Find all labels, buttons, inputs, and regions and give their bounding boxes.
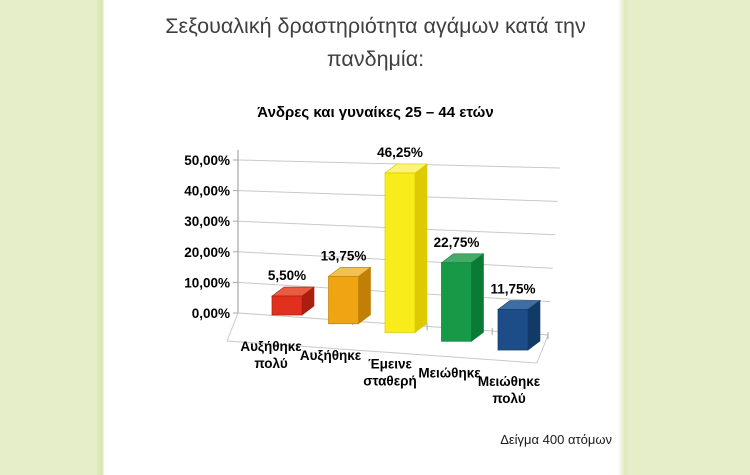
value-label: 13,75%: [321, 248, 367, 263]
value-label: 11,75%: [490, 281, 535, 296]
y-tick-label: 40,00%: [184, 184, 230, 199]
y-tick-label: 0,00%: [192, 306, 230, 321]
value-label: 46,25%: [377, 145, 423, 160]
bar-yellow: [384, 172, 416, 333]
page-title-line2: πανδημία:: [326, 47, 425, 71]
bar-blue: [497, 309, 529, 351]
y-tick-label: 30,00%: [184, 214, 230, 229]
category-label: Έμεινε: [368, 357, 412, 372]
bar-side-orange: [358, 266, 371, 325]
category-label: Μειώθηκε: [478, 374, 541, 389]
chart-subtitle: Άνδρες και γυναίκες 25 – 44 ετών: [257, 104, 494, 121]
category-label: πολύ: [492, 391, 526, 406]
value-label: 5,50%: [268, 268, 306, 283]
category-label: σταθερή: [363, 374, 417, 389]
value-label: 22,75%: [434, 235, 480, 250]
y-tick-label: 20,00%: [184, 245, 230, 260]
category-label: πολύ: [254, 356, 288, 371]
y-tick-label: 10,00%: [184, 275, 230, 290]
bar-red: [271, 295, 303, 316]
y-tick-label: 50,00%: [184, 153, 230, 168]
left-margin-panel: [0, 0, 104, 475]
category-label: Αυξήθηκε: [240, 339, 302, 354]
category-label: Αυξήθηκε: [300, 348, 362, 363]
page-title-line1: Σεξουαλική δραστηριότητα αγάμων κατά την: [165, 14, 586, 38]
category-label: Μειώθηκε: [418, 365, 481, 380]
page-title: Σεξουαλική δραστηριότητα αγάμων κατά την…: [104, 10, 647, 76]
bar-green: [441, 262, 472, 342]
right-margin-panel: [618, 0, 750, 475]
sample-size-note: Δείγμα 400 ατόμων: [500, 432, 612, 447]
bar-orange: [328, 275, 359, 325]
bar-side-green: [471, 253, 484, 342]
bar-side-yellow: [414, 163, 428, 334]
